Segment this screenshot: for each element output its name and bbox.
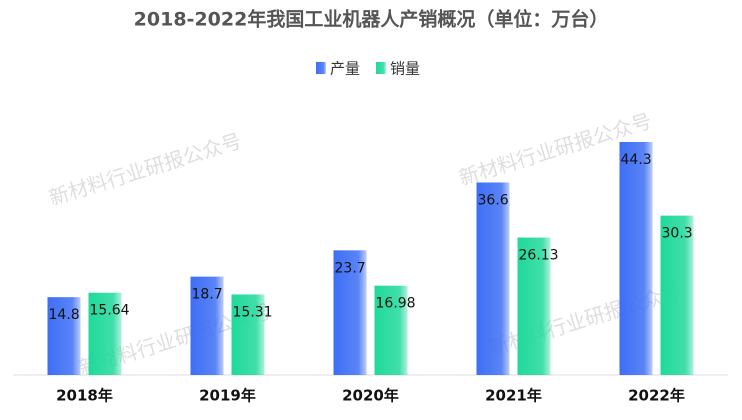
value-label: 23.7 [335, 260, 366, 276]
bar [88, 292, 122, 375]
legend-swatch [376, 62, 386, 74]
bar [517, 237, 551, 375]
value-label: 15.64 [90, 303, 130, 319]
bar [231, 294, 265, 375]
x-tick-label: 2022年 [628, 387, 685, 405]
legend-label: 销量 [390, 60, 420, 78]
bar [333, 250, 367, 375]
bar [476, 182, 510, 375]
x-tick-label: 2020年 [342, 387, 399, 405]
bar [374, 285, 408, 375]
bar [619, 141, 653, 375]
value-label: 36.6 [478, 192, 509, 208]
legend-label: 产量 [330, 60, 360, 78]
value-label: 44.3 [621, 152, 652, 168]
legend-swatch [316, 62, 326, 74]
value-label: 14.8 [49, 307, 80, 323]
value-label: 30.3 [662, 226, 693, 242]
value-label: 15.31 [233, 304, 273, 320]
value-label: 26.13 [519, 248, 559, 264]
bar [660, 215, 694, 375]
value-label: 18.7 [192, 287, 223, 303]
x-tick-label: 2019年 [199, 387, 256, 405]
watermark: 新材料行业研报公众号 [486, 279, 684, 360]
bar [190, 276, 224, 375]
watermark: 新材料行业研报公众号 [46, 129, 244, 210]
bar [47, 297, 81, 375]
x-tick-label: 2018年 [56, 387, 113, 405]
chart-title: 2018-2022年我国工业机器人产销概况（单位：万台） [134, 8, 609, 31]
x-tick-label: 2021年 [485, 387, 542, 405]
value-label: 16.98 [376, 296, 416, 312]
